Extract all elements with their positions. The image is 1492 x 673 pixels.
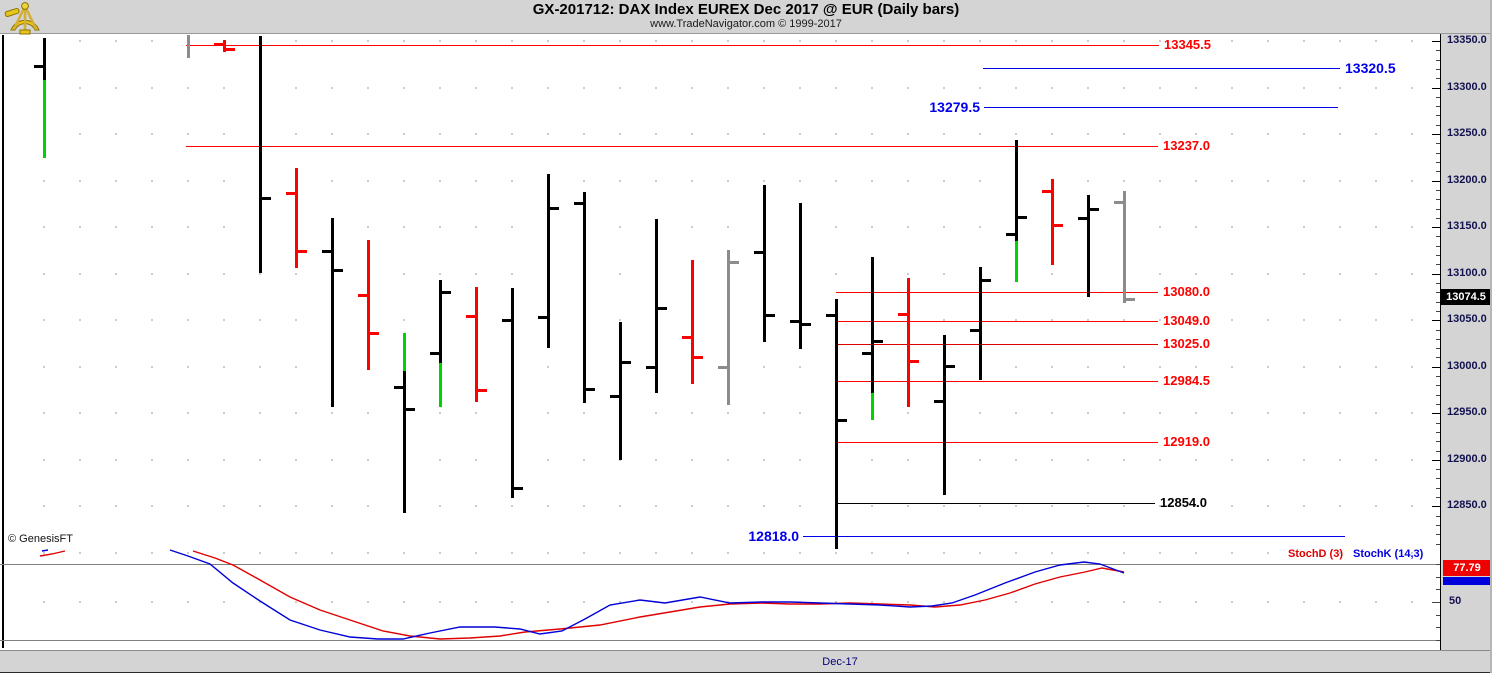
stochk-legend-label[interactable]: StochK (14,3) bbox=[1353, 548, 1424, 560]
window-right-edge bbox=[1490, 0, 1492, 673]
time-axis[interactable] bbox=[0, 650, 1492, 673]
chart-title: GX-201712: DAX Index EUREX Dec 2017 @ EU… bbox=[532, 1, 960, 18]
chart-subtitle: www.TradeNavigator.com © 1999-2017 bbox=[650, 18, 842, 30]
genesisft-watermark: © GenesisFT bbox=[8, 533, 73, 545]
last-price-badge: 13074.5 bbox=[1441, 289, 1491, 305]
chart-header-band: GX-201712: DAX Index EUREX Dec 2017 @ EU… bbox=[0, 0, 1492, 34]
genesisft-sextant-logo-icon bbox=[4, 1, 46, 37]
time-axis-month-label: Dec-17 bbox=[822, 656, 858, 668]
chart-left-border bbox=[2, 35, 4, 648]
price-chart-plot-area[interactable] bbox=[0, 34, 1440, 650]
price-axis-line bbox=[1440, 34, 1441, 650]
price-axis[interactable] bbox=[1440, 34, 1492, 650]
stochd-value-badge: 77.79 bbox=[1443, 560, 1491, 576]
stochk-value-badge-clipped bbox=[1443, 577, 1491, 585]
stochd-legend-label[interactable]: StochD (3) bbox=[1288, 548, 1343, 560]
